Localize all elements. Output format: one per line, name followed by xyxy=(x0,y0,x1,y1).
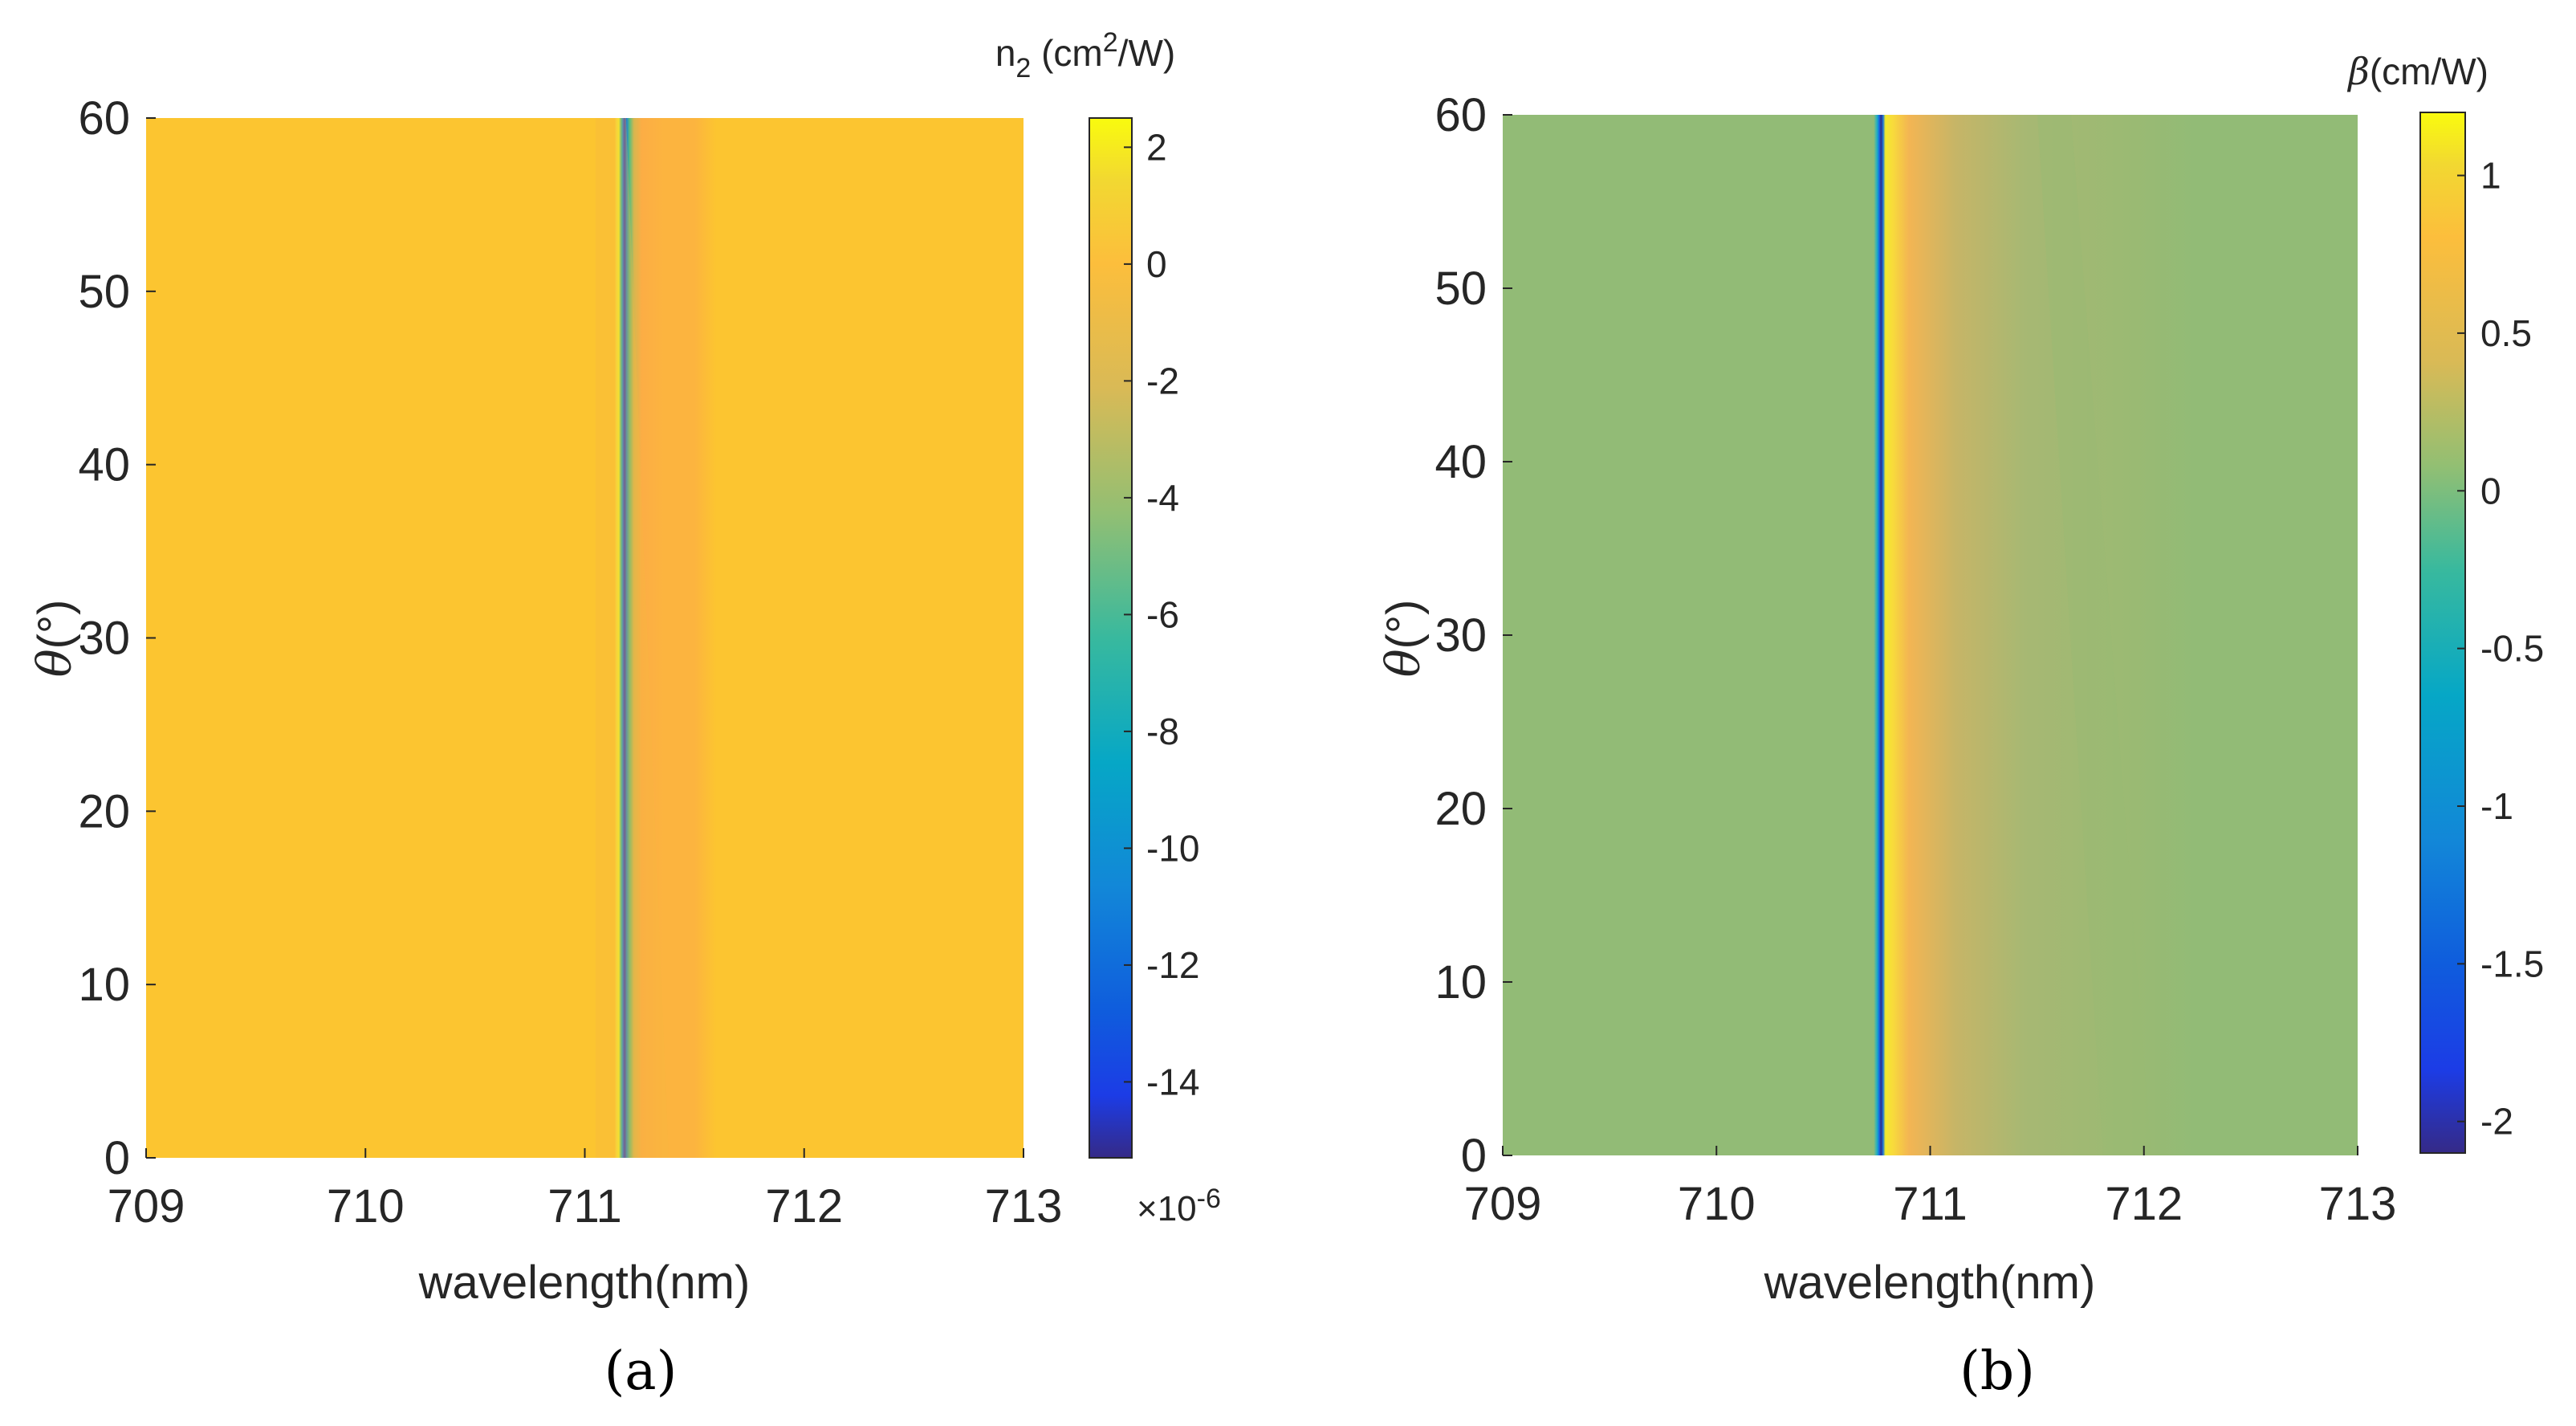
colorbar-tick-label: -2 xyxy=(1146,360,1179,401)
x-axis-label-a: wavelength(nm) xyxy=(418,1257,751,1309)
y-tick-label: 20 xyxy=(78,785,130,837)
y-tick-label: 20 xyxy=(1435,783,1487,835)
x-axis-a: 709 710 711 712 713 xyxy=(108,1148,1063,1232)
y-axis-b: 0 10 20 30 40 50 60 xyxy=(1435,89,1512,1182)
x-tick-label: 711 xyxy=(1893,1178,1967,1230)
heatmap-a xyxy=(146,118,1023,1158)
y-tick-label: 0 xyxy=(104,1132,130,1184)
colorbar-tick-label: -12 xyxy=(1146,944,1199,986)
x-tick-label: 713 xyxy=(2319,1178,2397,1230)
colorbar-tick-label: -1 xyxy=(2480,785,2513,827)
colorbar-tick-label: -6 xyxy=(1146,593,1179,635)
y-tick-label: 40 xyxy=(1435,436,1487,488)
y-tick-label: 10 xyxy=(78,959,130,1011)
colorbar-tick-label: -1.5 xyxy=(2480,943,2544,984)
colorbar-title-a: n2 (cm2/W) xyxy=(995,27,1175,84)
colorbar-tick-label: 0.5 xyxy=(2480,312,2532,354)
x-tick-label: 712 xyxy=(2105,1178,2183,1230)
caption-a: (a) xyxy=(604,1340,678,1402)
colorbar-tick-label: -4 xyxy=(1146,477,1179,519)
x-tick-label: 709 xyxy=(1464,1178,1542,1230)
x-tick-label: 713 xyxy=(985,1180,1063,1232)
y-tick-label: 50 xyxy=(78,266,130,318)
y-tick-label: 50 xyxy=(1435,263,1487,315)
colorbar-a xyxy=(1089,117,1133,1159)
heatmap-b-shading xyxy=(2037,115,2151,1155)
y-axis-label-b: θ(°) xyxy=(1376,600,1430,678)
colorbar-tick-label: 1 xyxy=(2480,155,2501,197)
heatmap-a-shading xyxy=(596,118,669,1158)
y-tick-label: 30 xyxy=(1435,609,1487,662)
y-tick-label: 0 xyxy=(1461,1130,1487,1182)
y-tick-label: 60 xyxy=(78,92,130,145)
colorbar-tick-label: -14 xyxy=(1146,1061,1199,1102)
x-axis-label-b: wavelength(nm) xyxy=(1764,1257,2096,1309)
x-tick-label: 712 xyxy=(765,1180,843,1232)
colorbar-multiplier-a: ×10-6 xyxy=(1137,1184,1221,1228)
colorbar-tick-label: -10 xyxy=(1146,827,1199,869)
x-tick-label: 710 xyxy=(327,1180,405,1232)
colorbar-tick-label: 0 xyxy=(2480,470,2501,511)
y-axis-a: 0 10 20 30 40 50 60 xyxy=(78,92,156,1184)
colorbar-tick-label: -2 xyxy=(2480,1101,2513,1143)
x-tick-label: 709 xyxy=(108,1180,185,1232)
y-tick-label: 40 xyxy=(78,439,130,491)
x-tick-label: 710 xyxy=(1678,1178,1756,1230)
colorbar-tick-label: 0 xyxy=(1146,243,1167,285)
y-tick-label: 60 xyxy=(1435,89,1487,141)
colorbar-tick-label: 2 xyxy=(1146,126,1167,168)
colorbar-title-b: β(cm/W) xyxy=(2346,50,2489,93)
y-tick-label: 30 xyxy=(78,613,130,665)
y-axis-label-a: θ(°) xyxy=(27,600,82,678)
colorbar-tick-label: -8 xyxy=(1146,711,1179,752)
colorbar-b xyxy=(2419,112,2466,1154)
colorbar-ticks-a: 2 0 -2 -4 -6 -8 -10 -12 -14 xyxy=(1124,126,1199,1102)
colorbar-ticks-b: 1 0.5 0 -0.5 -1 -1.5 -2 xyxy=(2457,155,2544,1143)
heatmap-b xyxy=(1503,115,2358,1155)
y-tick-label: 10 xyxy=(1435,956,1487,1008)
x-tick-label: 711 xyxy=(547,1180,621,1232)
colorbar-tick-label: -0.5 xyxy=(2480,628,2544,670)
caption-b: (b) xyxy=(1959,1340,2035,1402)
x-axis-b: 709 710 711 712 713 xyxy=(1464,1146,2397,1230)
